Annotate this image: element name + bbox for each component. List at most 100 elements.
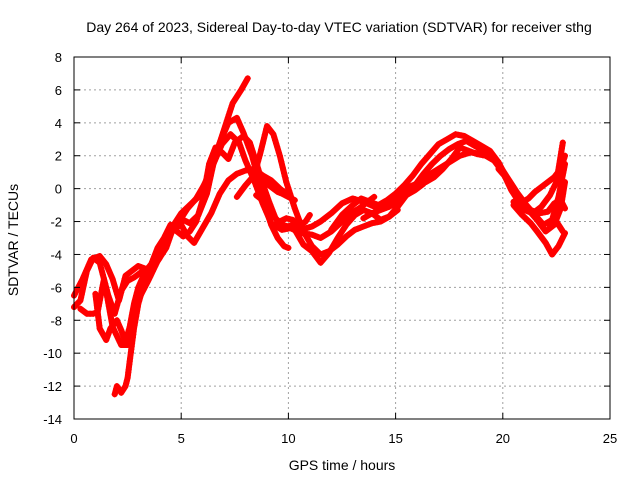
data-point: [241, 132, 248, 139]
data-point: [380, 215, 387, 222]
data-point: [255, 155, 262, 162]
data-point: [195, 212, 201, 219]
data-point: [239, 148, 246, 155]
data-point: [242, 135, 249, 142]
data-point: [259, 190, 265, 197]
data-point: [259, 140, 266, 147]
data-point: [197, 203, 204, 210]
data-point: [341, 199, 348, 206]
data-point: [203, 177, 209, 184]
data-point: [481, 151, 487, 158]
data-point: [309, 231, 315, 238]
data-point: [506, 181, 513, 187]
data-point: [366, 198, 373, 205]
series-trail: [71, 131, 378, 317]
data-point: [236, 120, 243, 127]
data-point: [143, 275, 149, 282]
data-point: [249, 152, 255, 159]
data-point: [275, 146, 281, 153]
data-point: [258, 187, 265, 194]
data-point: [123, 335, 130, 342]
data-point: [559, 228, 566, 235]
data-point: [358, 195, 365, 202]
data-point: [380, 205, 387, 212]
data-point: [157, 252, 164, 258]
data-point: [105, 267, 112, 274]
data-point: [104, 334, 111, 341]
data-point: [275, 149, 282, 156]
data-point: [254, 161, 261, 167]
data-point: [351, 226, 358, 233]
data-point: [306, 224, 313, 231]
data-point: [247, 149, 254, 156]
data-point: [371, 209, 378, 216]
data-point: [459, 151, 466, 158]
data-point: [285, 184, 292, 191]
data-point: [208, 210, 215, 217]
data-point: [127, 276, 134, 283]
data-point: [349, 195, 356, 202]
data-point: [257, 149, 264, 156]
y-tick-label: 8: [55, 50, 62, 65]
data-point: [233, 170, 240, 177]
x-tick-label: 25: [603, 431, 617, 446]
data-point: [124, 332, 131, 339]
plot-frame: [73, 56, 611, 420]
series-sat-f: [233, 123, 401, 258]
data-point: [244, 141, 251, 148]
y-tick-label: -10: [43, 346, 62, 361]
x-tick-label: 15: [388, 431, 402, 446]
data-point: [118, 327, 125, 334]
data-point: [98, 265, 105, 272]
data-point: [267, 219, 274, 225]
x-axis-label: GPS time / hours: [289, 457, 396, 473]
data-point: [227, 105, 234, 112]
y-tick-label: -12: [43, 379, 62, 394]
data-point: [245, 144, 252, 151]
x-tick-label: 5: [178, 431, 185, 446]
data-point: [295, 214, 301, 220]
data-point: [290, 202, 297, 209]
data-point: [211, 201, 218, 208]
data-point: [228, 103, 235, 109]
data-point: [276, 218, 283, 225]
data-point: [354, 225, 361, 232]
data-point: [533, 209, 540, 216]
data-point: [225, 156, 232, 162]
data-point: [286, 216, 293, 223]
data-point: [211, 157, 218, 164]
data-point: [272, 137, 279, 144]
data-point: [106, 328, 113, 335]
data-point: [114, 302, 121, 309]
data-point: [366, 221, 373, 228]
data-point: [261, 131, 268, 138]
y-tick-label: -4: [50, 247, 62, 262]
data-point: [213, 151, 220, 158]
data-point: [125, 329, 131, 336]
data-point: [363, 222, 370, 229]
data-point: [108, 273, 115, 280]
data-point: [140, 283, 147, 290]
y-tick-label: -6: [50, 280, 62, 295]
data-point: [270, 131, 277, 138]
data-point: [271, 212, 278, 219]
series-layer: [71, 75, 568, 398]
data-point: [260, 137, 267, 144]
data-point: [136, 297, 143, 304]
data-point: [317, 251, 324, 258]
data-point: [214, 196, 221, 203]
y-tick-label: -8: [50, 313, 62, 328]
chart-title: Day 264 of 2023, Sidereal Day-to-day VTE…: [86, 19, 592, 35]
data-point: [562, 179, 568, 186]
data-point: [517, 200, 523, 207]
data-point: [259, 143, 265, 150]
data-point: [215, 193, 222, 200]
data-point: [152, 250, 159, 257]
data-point: [111, 282, 118, 289]
data-point: [279, 190, 285, 197]
data-point: [530, 208, 537, 215]
data-point: [210, 161, 217, 167]
grid-lines: [74, 57, 610, 419]
data-point: [162, 241, 169, 247]
